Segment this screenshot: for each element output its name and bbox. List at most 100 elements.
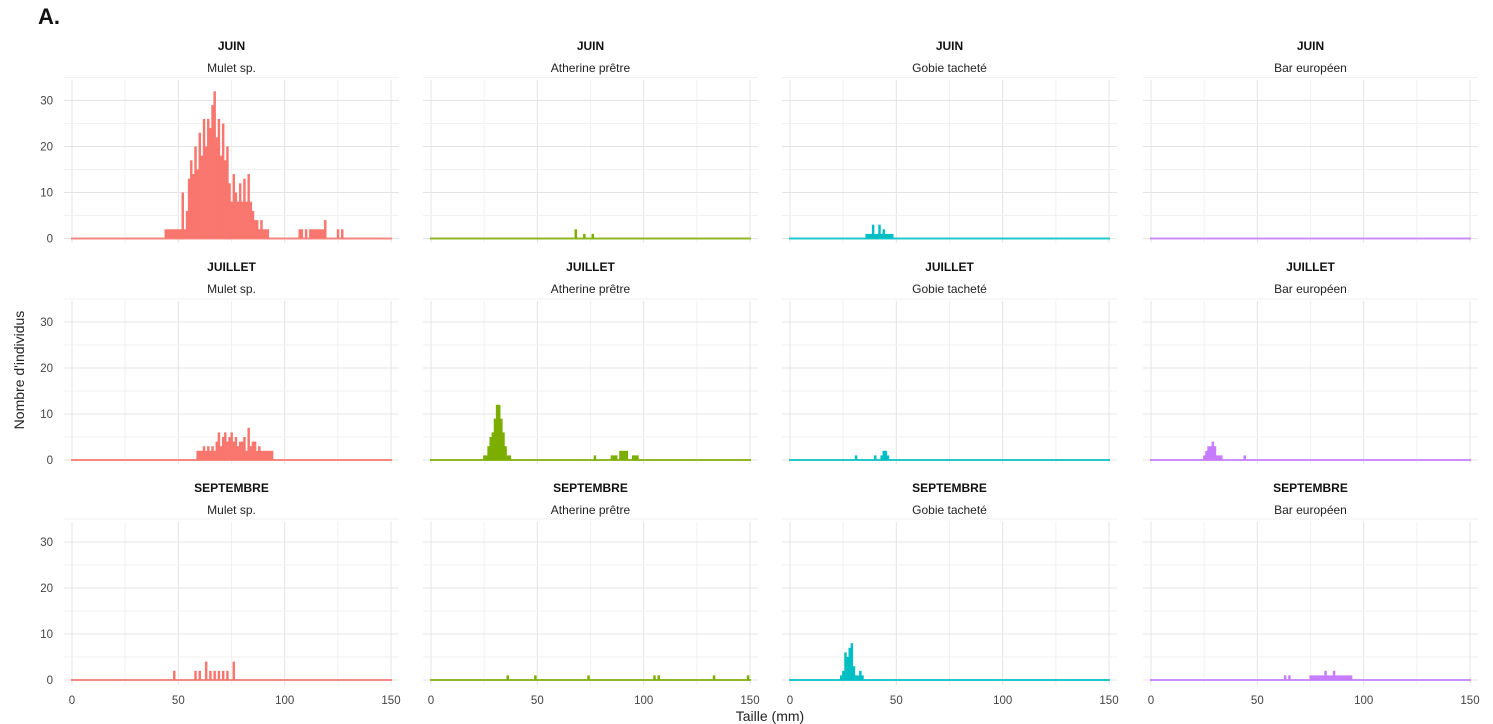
facet-month-title: SEPTEMBRE [553, 481, 628, 495]
facet-month-title: JUIN [1297, 39, 1324, 53]
facet-panel: JUIN Atherine prêtre [423, 39, 758, 243]
histogram-bar [502, 432, 505, 460]
histogram-bar [173, 229, 176, 239]
histogram-bar [230, 201, 233, 239]
y-axis-label: Nombre d'individus [11, 311, 27, 430]
histogram-bar [1349, 675, 1353, 680]
histogram-bar [839, 675, 843, 680]
histogram-bar [886, 455, 890, 460]
histogram-bar [625, 450, 629, 460]
x-tick-label: 100 [275, 695, 294, 707]
facet-panel: JUILLET Atherine prêtre [423, 260, 758, 464]
histogram-bar [190, 160, 193, 239]
histogram-bar [884, 233, 888, 239]
histogram-bar [249, 446, 253, 460]
histogram-bar [504, 446, 507, 460]
histogram-bar [508, 455, 512, 460]
histogram-bar [1330, 675, 1334, 680]
histogram-bar [844, 652, 847, 680]
histogram-bar [202, 118, 206, 239]
facet-species-title: Gobie tacheté [912, 61, 987, 75]
y-tick-label: 20 [40, 363, 53, 375]
histogram-bar [300, 229, 304, 239]
histogram-bar [612, 455, 616, 460]
histogram-bar [1347, 675, 1351, 680]
histogram-bar [164, 229, 167, 239]
facet-month-title: JUILLET [925, 260, 974, 274]
histogram-bar [255, 220, 259, 239]
histogram-bar [236, 201, 240, 239]
histogram-bar [865, 233, 868, 239]
x-axis-label: Taille (mm) [736, 708, 804, 724]
histogram-bar [1283, 675, 1287, 680]
histogram-bar [315, 229, 318, 239]
facet-panel: SEPTEMBRE Bar européen 0 50 100 150 [1143, 481, 1480, 707]
histogram-bar [177, 229, 180, 239]
histogram-bar [1288, 675, 1291, 680]
histogram-bar [215, 441, 219, 460]
histogram-bar [187, 178, 191, 239]
histogram-bar [219, 155, 223, 239]
x-tick-label: 150 [381, 695, 400, 707]
histogram-bar [1345, 675, 1349, 680]
facet-panel: SEPTEMBRE Mulet sp. 0 10 20 30 0 50 100 150 [40, 481, 400, 707]
histogram-bar [230, 432, 233, 460]
histogram-bar [309, 229, 312, 239]
histogram-bar [506, 675, 509, 680]
histogram-bar [200, 450, 204, 460]
histogram-bar [236, 446, 240, 460]
histogram-bar [489, 437, 492, 460]
histogram-bar [168, 229, 172, 239]
histogram-bar [238, 183, 242, 239]
histogram-bar [260, 450, 263, 460]
y-tick-label: 20 [40, 142, 53, 154]
histogram-bar [196, 450, 199, 460]
histogram-bar [245, 450, 248, 460]
panel-label: A. [38, 4, 60, 29]
facet-species-title: Atherine prêtre [551, 282, 631, 296]
facet-panel: SEPTEMBRE Atherine prêtre 0 50 100 150 [423, 481, 760, 707]
histogram-bar [241, 201, 244, 239]
facet-species-title: Bar européen [1274, 282, 1347, 296]
histogram-bar [166, 229, 170, 239]
histogram-bar [204, 661, 208, 680]
histogram-bar [1209, 446, 1212, 460]
histogram-bar [213, 670, 216, 680]
y-tick-label: 0 [47, 234, 53, 246]
histogram-bar [215, 137, 219, 239]
histogram-bar [854, 455, 858, 460]
histogram-bar [712, 675, 716, 680]
histogram-bar [217, 118, 221, 239]
histogram-bar [185, 210, 189, 239]
facet-species-title: Gobie tacheté [912, 503, 987, 517]
histogram-bar [232, 661, 236, 680]
histogram-bar [221, 123, 225, 239]
histogram-bar [341, 229, 344, 239]
histogram-bar [483, 455, 486, 460]
histogram-bar [304, 229, 308, 239]
histogram-bar [852, 666, 856, 680]
histogram-bar [869, 233, 873, 239]
x-tick-label: 50 [172, 695, 185, 707]
histogram-bar [614, 455, 618, 460]
histogram-bar [1313, 675, 1317, 680]
histogram-bar [298, 229, 301, 239]
histogram-bar [255, 450, 259, 460]
histogram-bar [170, 229, 174, 239]
histogram-bar [194, 146, 197, 239]
facet-month-title: JUILLET [1286, 260, 1335, 274]
histogram-bar [491, 432, 495, 460]
histogram-bar [848, 647, 851, 680]
histogram-bar [1220, 455, 1223, 460]
histogram-bar [1311, 675, 1315, 680]
histogram-bar [867, 233, 871, 239]
histogram-bar [247, 427, 250, 460]
facet-species-title: Atherine prêtre [551, 61, 631, 75]
histogram-bar [591, 233, 595, 239]
facet-panel: JUILLET Mulet sp. 0 10 20 30 [40, 260, 399, 467]
histogram-bar [217, 432, 221, 460]
histogram-bar [336, 229, 340, 239]
histogram-bar [874, 455, 877, 460]
histogram-bar [226, 146, 229, 239]
histogram-bar [1215, 455, 1219, 460]
